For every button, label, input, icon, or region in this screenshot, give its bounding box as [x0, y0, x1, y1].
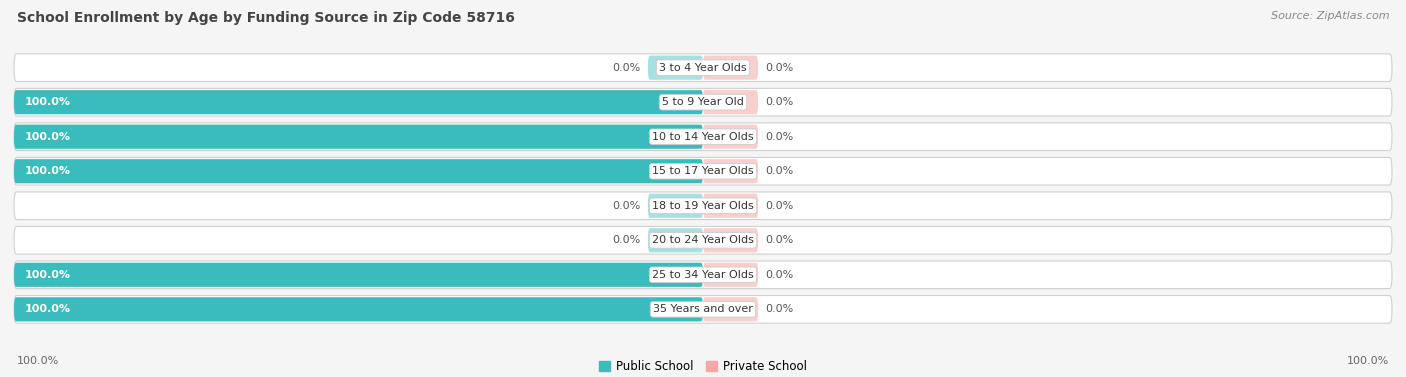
FancyBboxPatch shape — [648, 194, 703, 218]
FancyBboxPatch shape — [14, 261, 1392, 289]
FancyBboxPatch shape — [703, 159, 758, 183]
FancyBboxPatch shape — [14, 227, 1392, 254]
Text: 5 to 9 Year Old: 5 to 9 Year Old — [662, 97, 744, 107]
FancyBboxPatch shape — [14, 88, 1392, 116]
Text: 0.0%: 0.0% — [613, 235, 641, 245]
Text: 15 to 17 Year Olds: 15 to 17 Year Olds — [652, 166, 754, 176]
Text: 100.0%: 100.0% — [17, 356, 59, 366]
FancyBboxPatch shape — [14, 159, 703, 183]
FancyBboxPatch shape — [14, 263, 703, 287]
FancyBboxPatch shape — [703, 55, 758, 80]
Text: 100.0%: 100.0% — [24, 304, 70, 314]
FancyBboxPatch shape — [14, 123, 1392, 150]
FancyBboxPatch shape — [14, 158, 1392, 185]
Text: 3 to 4 Year Olds: 3 to 4 Year Olds — [659, 63, 747, 73]
Text: 25 to 34 Year Olds: 25 to 34 Year Olds — [652, 270, 754, 280]
FancyBboxPatch shape — [14, 297, 703, 322]
Text: 20 to 24 Year Olds: 20 to 24 Year Olds — [652, 235, 754, 245]
FancyBboxPatch shape — [14, 54, 1392, 81]
Text: 100.0%: 100.0% — [1347, 356, 1389, 366]
Text: 0.0%: 0.0% — [765, 63, 793, 73]
Text: 18 to 19 Year Olds: 18 to 19 Year Olds — [652, 201, 754, 211]
FancyBboxPatch shape — [14, 296, 1392, 323]
FancyBboxPatch shape — [14, 90, 703, 114]
Text: 0.0%: 0.0% — [613, 201, 641, 211]
Text: 35 Years and over: 35 Years and over — [652, 304, 754, 314]
Text: 100.0%: 100.0% — [24, 270, 70, 280]
FancyBboxPatch shape — [14, 125, 703, 149]
Text: 0.0%: 0.0% — [765, 97, 793, 107]
Text: 100.0%: 100.0% — [24, 132, 70, 142]
Text: 10 to 14 Year Olds: 10 to 14 Year Olds — [652, 132, 754, 142]
Text: School Enrollment by Age by Funding Source in Zip Code 58716: School Enrollment by Age by Funding Sour… — [17, 11, 515, 25]
FancyBboxPatch shape — [703, 228, 758, 252]
Text: 0.0%: 0.0% — [765, 132, 793, 142]
Legend: Public School, Private School: Public School, Private School — [593, 355, 813, 377]
Text: 0.0%: 0.0% — [765, 270, 793, 280]
Text: 0.0%: 0.0% — [765, 201, 793, 211]
Text: 0.0%: 0.0% — [765, 304, 793, 314]
Text: Source: ZipAtlas.com: Source: ZipAtlas.com — [1271, 11, 1389, 21]
Text: 100.0%: 100.0% — [24, 166, 70, 176]
FancyBboxPatch shape — [648, 55, 703, 80]
FancyBboxPatch shape — [703, 297, 758, 322]
FancyBboxPatch shape — [703, 90, 758, 114]
Text: 0.0%: 0.0% — [613, 63, 641, 73]
FancyBboxPatch shape — [703, 263, 758, 287]
FancyBboxPatch shape — [14, 192, 1392, 219]
Text: 0.0%: 0.0% — [765, 166, 793, 176]
FancyBboxPatch shape — [703, 194, 758, 218]
Text: 0.0%: 0.0% — [765, 235, 793, 245]
Text: 100.0%: 100.0% — [24, 97, 70, 107]
FancyBboxPatch shape — [703, 125, 758, 149]
FancyBboxPatch shape — [648, 228, 703, 252]
